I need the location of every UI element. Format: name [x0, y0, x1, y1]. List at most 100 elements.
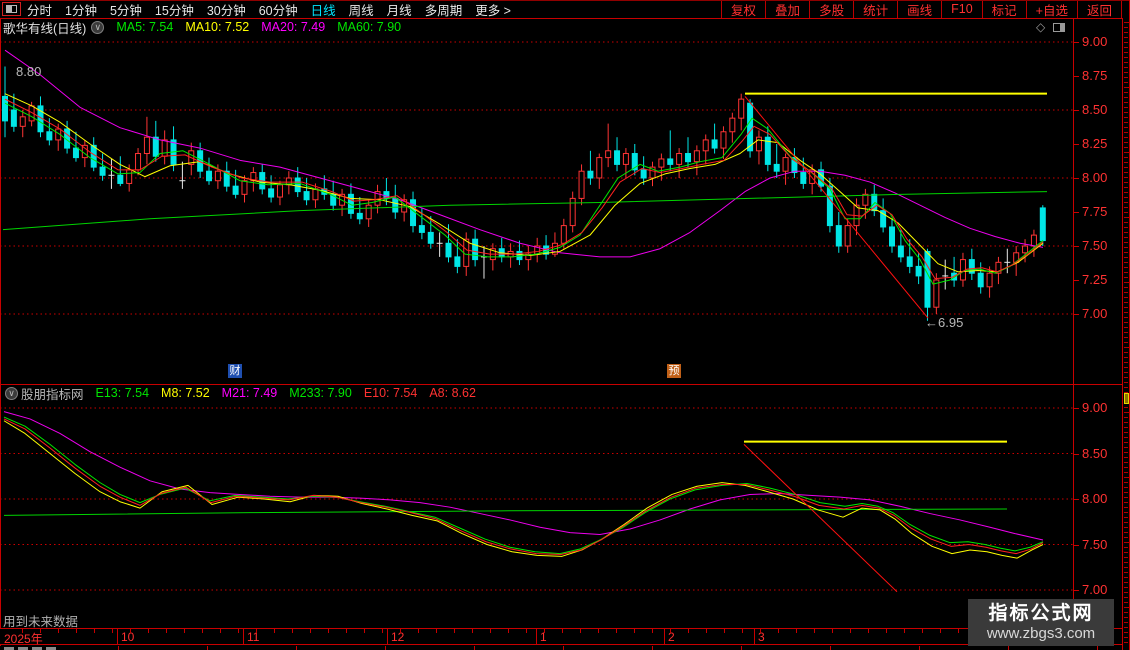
ruler-tick	[1124, 232, 1128, 233]
ruler-tick	[1124, 142, 1128, 143]
legend-ma20: MA20: 7.49	[261, 20, 326, 34]
menu-item-fanhui[interactable]: 返回	[1076, 0, 1121, 18]
ruler-tick	[1124, 592, 1128, 593]
week-tick	[112, 629, 113, 633]
sub-chart-header: ∨ 股朋指标网 E13: 7.54 M8: 7.52 M21: 7.49 M23…	[0, 385, 1070, 402]
right-ruler-strip[interactable]	[1122, 18, 1130, 650]
ruler-tick	[1124, 602, 1128, 603]
menu-item-15min[interactable]: 15分钟	[154, 3, 194, 18]
menu-item-fuquan[interactable]: 复权	[721, 0, 765, 18]
chevron-down-icon[interactable]: ∨	[5, 386, 18, 400]
chevron-down-icon[interactable]: ∨	[91, 20, 105, 34]
week-tick	[886, 629, 887, 633]
window-icon[interactable]	[1053, 22, 1066, 32]
menu-item-diejia[interactable]: 叠加	[765, 0, 809, 18]
time-label-mar: 3	[758, 630, 765, 644]
ruler-tick	[1124, 217, 1130, 218]
menu-item-more[interactable]: 更多 >	[475, 3, 511, 18]
week-tick	[598, 629, 599, 633]
ruler-tick	[1124, 312, 1128, 313]
ruler-tick	[1124, 322, 1128, 323]
ruler-tick	[1124, 457, 1128, 458]
legend-e10: E10: 7.54	[363, 386, 418, 400]
ruler-tick	[1124, 342, 1128, 343]
cell-separator	[1097, 646, 1098, 650]
ruler-tick	[1124, 282, 1130, 283]
ruler-tick	[1124, 617, 1128, 618]
forecast-marker[interactable]: 预	[667, 364, 681, 378]
high-price-label: 8.80	[16, 64, 42, 79]
menu-item-huaxian[interactable]: 画线	[897, 0, 941, 18]
axis-tick	[1074, 212, 1079, 213]
ruler-tick	[1124, 547, 1128, 548]
ruler-tick	[1124, 132, 1128, 133]
menu-item-duogu[interactable]: 多股	[809, 0, 853, 18]
week-tick	[202, 629, 203, 633]
ruler-tick	[1124, 447, 1128, 448]
ruler-tick	[1124, 337, 1128, 338]
week-tick	[922, 629, 923, 633]
diamond-icon[interactable]: ◇	[1036, 20, 1046, 34]
ruler-tick	[1124, 37, 1128, 38]
ruler-tick	[1124, 117, 1128, 118]
week-tick	[418, 629, 419, 633]
menu-item-1min[interactable]: 1分钟	[65, 3, 97, 18]
ruler-tick	[1124, 162, 1128, 163]
axis-label: 7.25	[1082, 272, 1108, 287]
menu-divider	[0, 18, 1130, 19]
ruler-tick	[1124, 487, 1128, 488]
finance-report-marker[interactable]: 财	[228, 364, 242, 378]
ruler-tick	[1124, 432, 1128, 433]
ruler-tick	[1124, 542, 1130, 543]
ruler-tick	[1124, 562, 1128, 563]
menu-item-weekly[interactable]: 周线	[348, 3, 374, 18]
menu-item-multiperiod[interactable]: 多周期	[424, 3, 463, 18]
ruler-tick	[1124, 92, 1128, 93]
menu-item-fenshi[interactable]: 分时	[27, 3, 53, 18]
ruler-tick	[1124, 582, 1128, 583]
cell-separator	[919, 646, 920, 650]
legend-m8: M8: 7.52	[161, 386, 210, 400]
ruler-tick	[1124, 107, 1128, 108]
menu-item-biaoji[interactable]: 标记	[981, 0, 1026, 18]
menu-item-daily[interactable]: 日线	[310, 3, 336, 18]
menu-item-f10[interactable]: F10	[941, 0, 982, 18]
ruler-tick	[1124, 207, 1128, 208]
ruler-tick	[1124, 627, 1128, 628]
ruler-tick	[1124, 517, 1128, 518]
menu-item-monthly[interactable]: 月线	[386, 3, 412, 18]
time-label-year: 2025年	[4, 632, 43, 646]
ruler-tick	[1124, 182, 1128, 183]
ruler-tick	[1124, 287, 1128, 288]
menu-item-30min[interactable]: 30分钟	[206, 3, 246, 18]
clipped-toolbar-text	[46, 647, 56, 650]
sub-chart-canvas[interactable]	[0, 402, 1074, 614]
main-chart-header: 歌华有线(日线) ∨ MA5: 7.54 MA10: 7.52 MA20: 7.…	[0, 19, 1070, 36]
menu-item-60min[interactable]: 60分钟	[258, 3, 298, 18]
ruler-tick	[1124, 567, 1128, 568]
ruler-tick	[1124, 362, 1128, 363]
ruler-tick	[1124, 372, 1128, 373]
axis-label: 8.50	[1082, 102, 1108, 117]
ruler-tick	[1124, 87, 1130, 88]
menu-item-tongji[interactable]: 统计	[853, 0, 897, 18]
week-tick	[850, 629, 851, 633]
menu-item-zixuan[interactable]: +自选	[1025, 0, 1077, 18]
month-boundary	[754, 629, 755, 644]
cell-separator	[563, 646, 564, 650]
cell-separator	[830, 646, 831, 650]
time-axis[interactable]: 2025年 10 11 12 1 2 3	[0, 628, 1122, 646]
ruler-tick	[1124, 557, 1128, 558]
ruler-tick	[1124, 347, 1130, 348]
pane-toggle-icon[interactable]	[2, 2, 21, 16]
axis-tick	[1074, 246, 1079, 247]
ruler-tick	[1124, 127, 1128, 128]
axis-tick	[1074, 590, 1079, 591]
menu-item-5min[interactable]: 5分钟	[109, 3, 142, 18]
ruler-tick	[1124, 192, 1128, 193]
legend-e13: E13: 7.54	[95, 386, 150, 400]
main-chart-canvas[interactable]	[0, 36, 1074, 385]
week-tick	[544, 629, 545, 633]
week-tick	[400, 629, 401, 633]
panel-divider	[0, 384, 1122, 385]
